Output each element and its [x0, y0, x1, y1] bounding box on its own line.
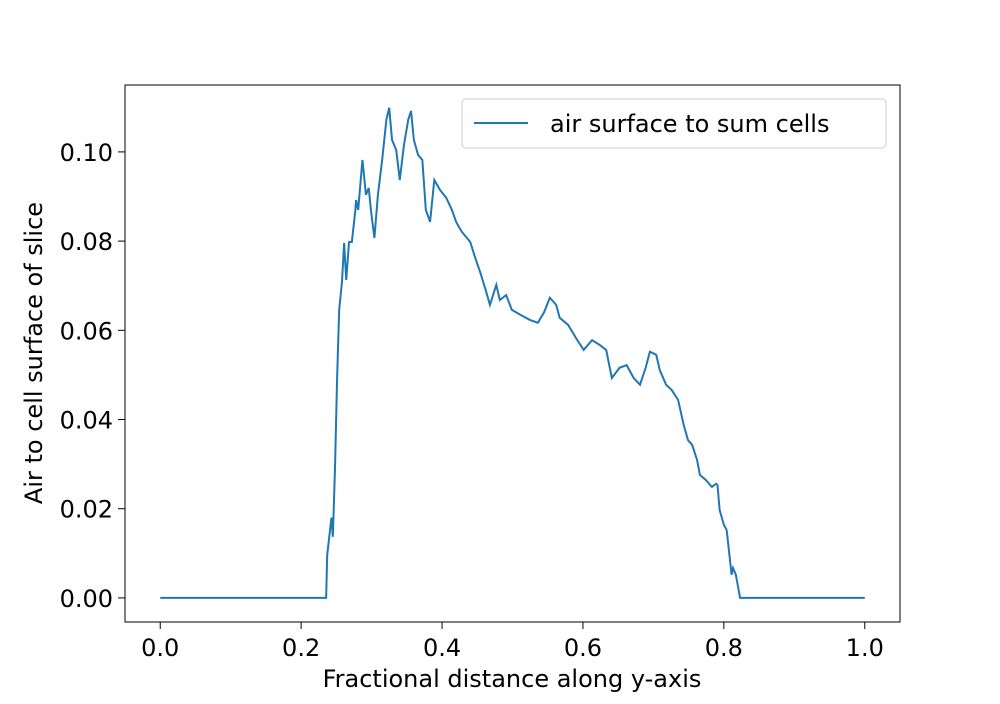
- x-tick-label: 1.0: [846, 634, 884, 662]
- x-tick-label: 0.8: [705, 634, 743, 662]
- legend-box: [461, 98, 887, 149]
- y-tick-label: 0.10: [60, 139, 113, 167]
- data-line: [160, 107, 865, 599]
- x-tick-label: 0.0: [141, 634, 179, 662]
- y-tick-label: 0.02: [60, 496, 113, 524]
- x-tick-label: 0.4: [423, 634, 461, 662]
- legend-label: air surface to sum cells: [550, 110, 829, 138]
- y-tick-label: 0.04: [60, 407, 113, 435]
- plot-frame: [124, 84, 901, 623]
- x-axis-label: Fractional distance along y-axis: [323, 665, 702, 693]
- y-tick-label: 0.06: [60, 317, 113, 345]
- y-tick-label: 0.08: [60, 228, 113, 256]
- x-tick-label: 0.2: [282, 634, 320, 662]
- y-tick-label: 0.00: [60, 585, 113, 613]
- y-axis-label: Air to cell surface of slice: [20, 202, 48, 504]
- x-tick-label: 0.6: [564, 634, 602, 662]
